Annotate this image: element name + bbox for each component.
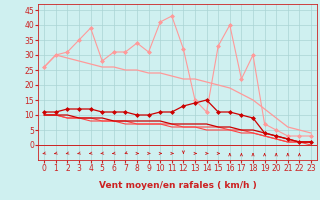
- X-axis label: Vent moyen/en rafales ( km/h ): Vent moyen/en rafales ( km/h ): [99, 182, 256, 190]
